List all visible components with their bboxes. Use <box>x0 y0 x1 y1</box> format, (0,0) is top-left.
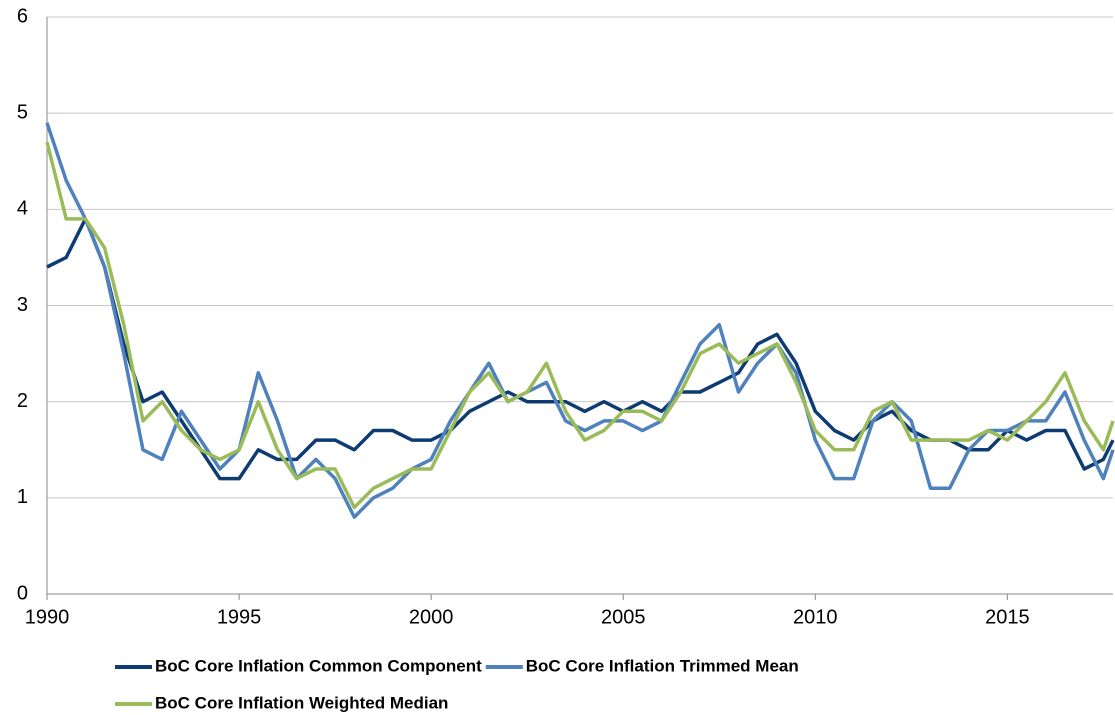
x-tick-label: 1990 <box>25 606 70 628</box>
y-tick-label: 2 <box>17 390 28 412</box>
y-tick-label: 4 <box>17 198 28 220</box>
y-tick-label: 5 <box>17 101 28 123</box>
series-line <box>45 122 1115 519</box>
legend-label: BoC Core Inflation Trimmed Mean <box>526 656 799 675</box>
x-tick-label: 2015 <box>985 606 1030 628</box>
x-tick-label: 2010 <box>793 606 838 628</box>
legend-label: BoC Core Inflation Common Component <box>155 656 482 675</box>
y-tick-label: 1 <box>17 486 28 508</box>
x-tick-label: 1995 <box>217 606 262 628</box>
y-tick-label: 0 <box>17 582 28 604</box>
x-tick-label: 2005 <box>601 606 646 628</box>
y-tick-label: 3 <box>17 294 28 316</box>
series-line <box>45 141 1115 510</box>
legend-label: BoC Core Inflation Weighted Median <box>155 693 448 712</box>
y-tick-label: 6 <box>17 5 28 27</box>
x-tick-label: 2000 <box>409 606 454 628</box>
